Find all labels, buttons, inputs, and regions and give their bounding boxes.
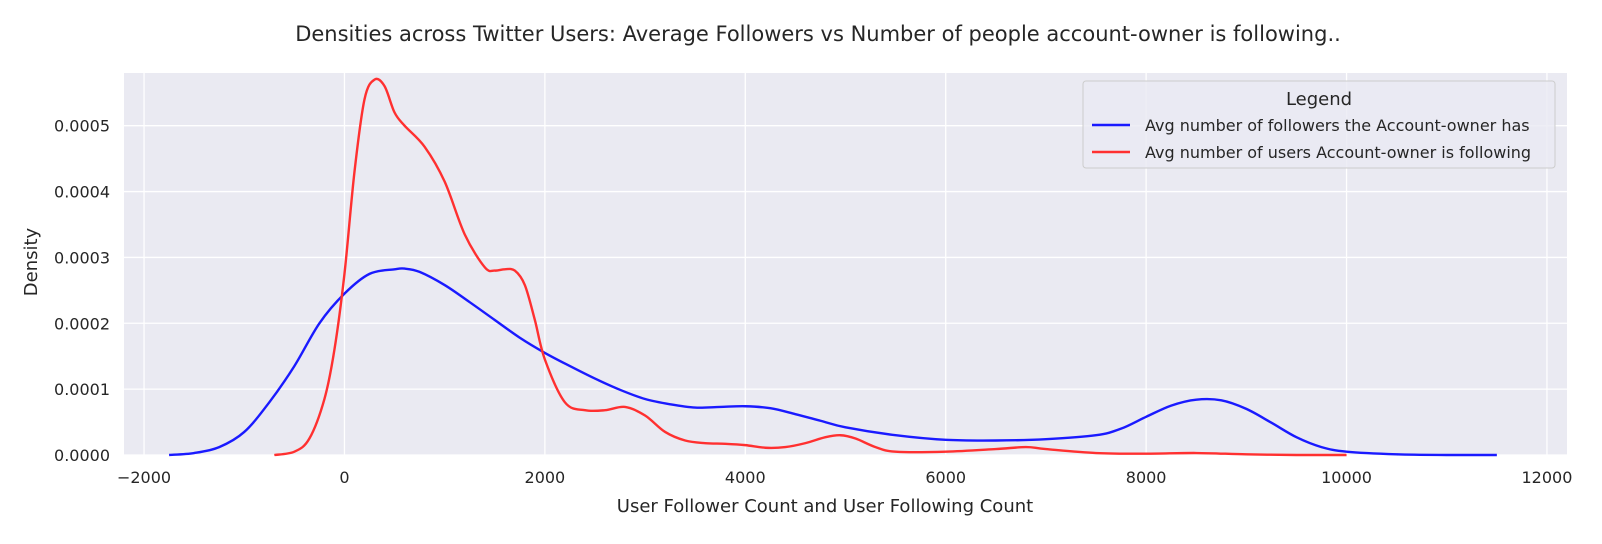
x-tick-label: 4000 [725,468,766,487]
legend: Legend Avg number of followers the Accou… [1082,80,1556,169]
chart-title: Densities across Twitter Users: Average … [295,22,1341,46]
legend-entry-followers: Avg number of followers the Account-owne… [1145,116,1530,135]
x-tick-label: 12000 [1522,468,1573,487]
y-tick-label: 0.0005 [54,117,110,136]
legend-title: Legend [1286,89,1352,110]
legend-box [1082,80,1556,169]
y-tick-label: 0.0004 [54,183,110,202]
density-curves [168,77,1497,457]
x-tick-label: −2000 [117,468,171,487]
density-curve-followers [168,267,1497,457]
y-tick-label: 0.0003 [54,248,110,267]
y-axis-label: Density [21,227,42,296]
x-axis-label: User Follower Count and User Following C… [617,496,1033,517]
x-tick-labels: −2000 0 2000 4000 6000 8000 10000 12000 [117,468,1572,487]
x-tick-label: 6000 [925,468,966,487]
legend-entry-following: Avg number of users Account-owner is fol… [1145,143,1531,162]
y-tick-label: 0.0000 [54,446,110,465]
density-curve-following [274,77,1347,457]
x-tick-label: 2000 [525,468,566,487]
y-tick-labels: 0.0000 0.0001 0.0002 0.0003 0.0004 0.0005 [54,117,110,465]
x-tick-label: 8000 [1126,468,1167,487]
y-tick-label: 0.0001 [54,380,110,399]
x-tick-label: 10000 [1321,468,1372,487]
y-tick-label: 0.0002 [54,314,110,333]
x-tick-label: 0 [339,468,349,487]
